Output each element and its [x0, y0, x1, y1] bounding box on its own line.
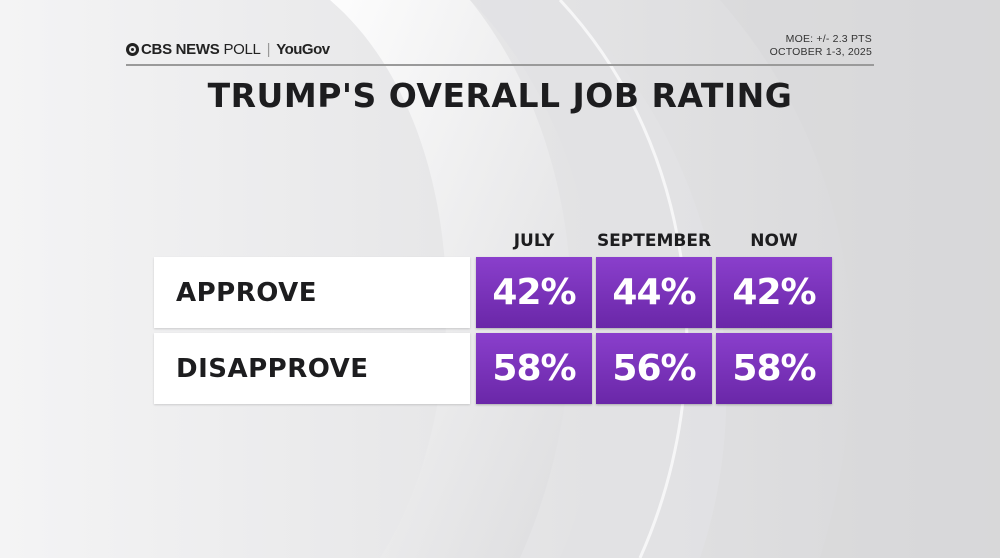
brand-poll: POLL [223, 40, 261, 58]
cell-approve-september: 44% [596, 257, 712, 328]
brand-name: CBS NEWS [141, 40, 220, 58]
cbs-eye-icon [126, 42, 139, 56]
column-header-september: SEPTEMBER [596, 231, 712, 251]
chart-title: TRUMP'S OVERALL JOB RATING [207, 76, 793, 115]
cell-disapprove-september: 56% [596, 333, 712, 404]
row-label-disapprove: DISAPPROVE [154, 333, 470, 404]
brand-partner: YouGov [276, 40, 330, 58]
brand-logo: CBS NEWS POLL | YouGov [126, 38, 330, 60]
brand-separator: | [266, 40, 271, 58]
cell-approve-july: 42% [476, 257, 592, 328]
header-divider [126, 64, 874, 66]
cell-disapprove-now: 58% [716, 333, 832, 404]
poll-dates: OCTOBER 1-3, 2025 [769, 46, 872, 58]
cell-disapprove-july: 58% [476, 333, 592, 404]
poll-info: MOE: +/- 2.3 PTS OCTOBER 1-3, 2025 [770, 33, 872, 59]
margin-of-error: MOE: +/- 2.3 PTS [785, 33, 872, 45]
column-header-july: JULY [513, 231, 555, 251]
row-label-approve: APPROVE [154, 257, 470, 328]
cell-approve-now: 42% [716, 257, 832, 328]
column-header-now: NOW [750, 231, 798, 251]
